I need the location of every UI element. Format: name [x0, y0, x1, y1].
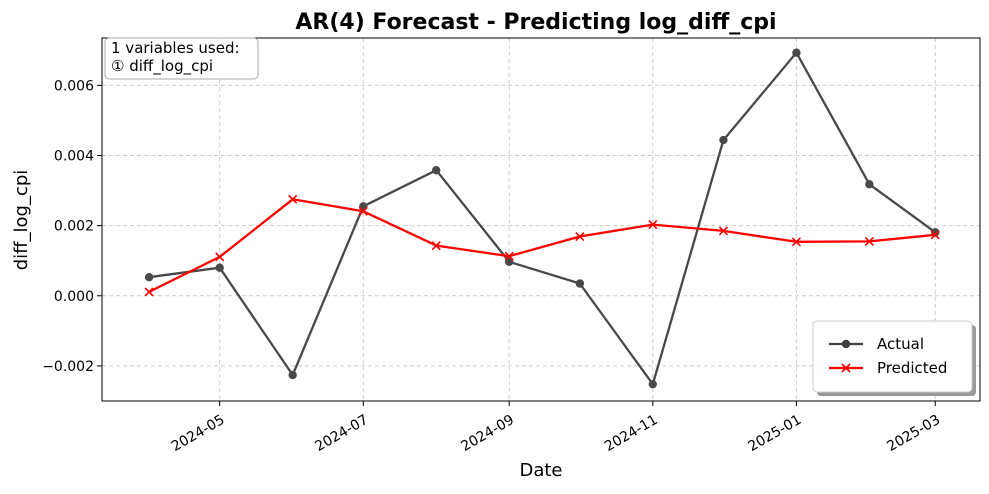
data-point-actual	[865, 180, 874, 189]
data-point-actual	[215, 263, 224, 272]
plot-frame	[101, 37, 981, 402]
y-tick-label: 0.004	[54, 148, 94, 164]
data-point-actual	[792, 48, 801, 57]
y-tick-label: −0.002	[42, 359, 94, 375]
data-point-actual	[719, 135, 728, 145]
data-point-actual	[505, 257, 514, 266]
data-point-predicted	[504, 251, 514, 261]
data-point-actual	[575, 279, 585, 288]
data-point-predicted	[288, 194, 298, 204]
y-axis-label: diff_log_cpi	[11, 170, 32, 271]
series-line-predicted	[148, 198, 936, 293]
data-point-actual	[144, 272, 154, 282]
y-tick-label: 0.006	[54, 78, 94, 94]
legend-box	[812, 320, 973, 393]
annotation-line-1: 1 variables used:	[111, 39, 240, 57]
data-point-predicted	[930, 230, 940, 240]
legend-label-actual: Actual	[877, 335, 924, 353]
legend: Actual Predicted	[812, 320, 976, 396]
annotation-box	[104, 37, 259, 80]
data-point-predicted	[648, 220, 658, 230]
y-tick-label: 0.000	[54, 289, 94, 305]
data-point-predicted	[144, 287, 154, 297]
variables-annotation: 1 variables used: ① diff_log_cpi	[104, 37, 259, 80]
legend-label-predicted: Predicted	[877, 359, 947, 377]
y-axis-ticks: −0.002 0.000 0.002 0.004 0.006	[42, 78, 102, 375]
data-point-predicted	[575, 231, 585, 242]
legend-item-actual: Actual	[829, 335, 924, 353]
x-axis-label: Date	[519, 460, 562, 481]
y-tick-label: 0.002	[54, 219, 94, 235]
series-predicted	[144, 194, 940, 297]
data-point-actual	[648, 379, 658, 389]
annotation-line-2: ① diff_log_cpi	[111, 57, 213, 76]
data-point-predicted	[791, 237, 801, 247]
legend-item-predicted: Predicted	[829, 359, 947, 377]
data-point-actual	[432, 166, 441, 175]
legend-marker-predicted	[841, 363, 851, 373]
data-point-predicted	[718, 226, 728, 236]
data-point-predicted	[215, 252, 225, 262]
series-layer	[144, 48, 940, 389]
legend-marker-actual	[841, 339, 851, 349]
data-point-predicted	[431, 241, 441, 251]
series-line-actual	[148, 51, 936, 386]
data-point-predicted	[358, 206, 368, 216]
data-point-predicted	[864, 236, 874, 246]
data-point-actual	[288, 370, 297, 380]
chart-title: AR(4) Forecast - Predicting log_diff_cpi	[295, 10, 776, 35]
